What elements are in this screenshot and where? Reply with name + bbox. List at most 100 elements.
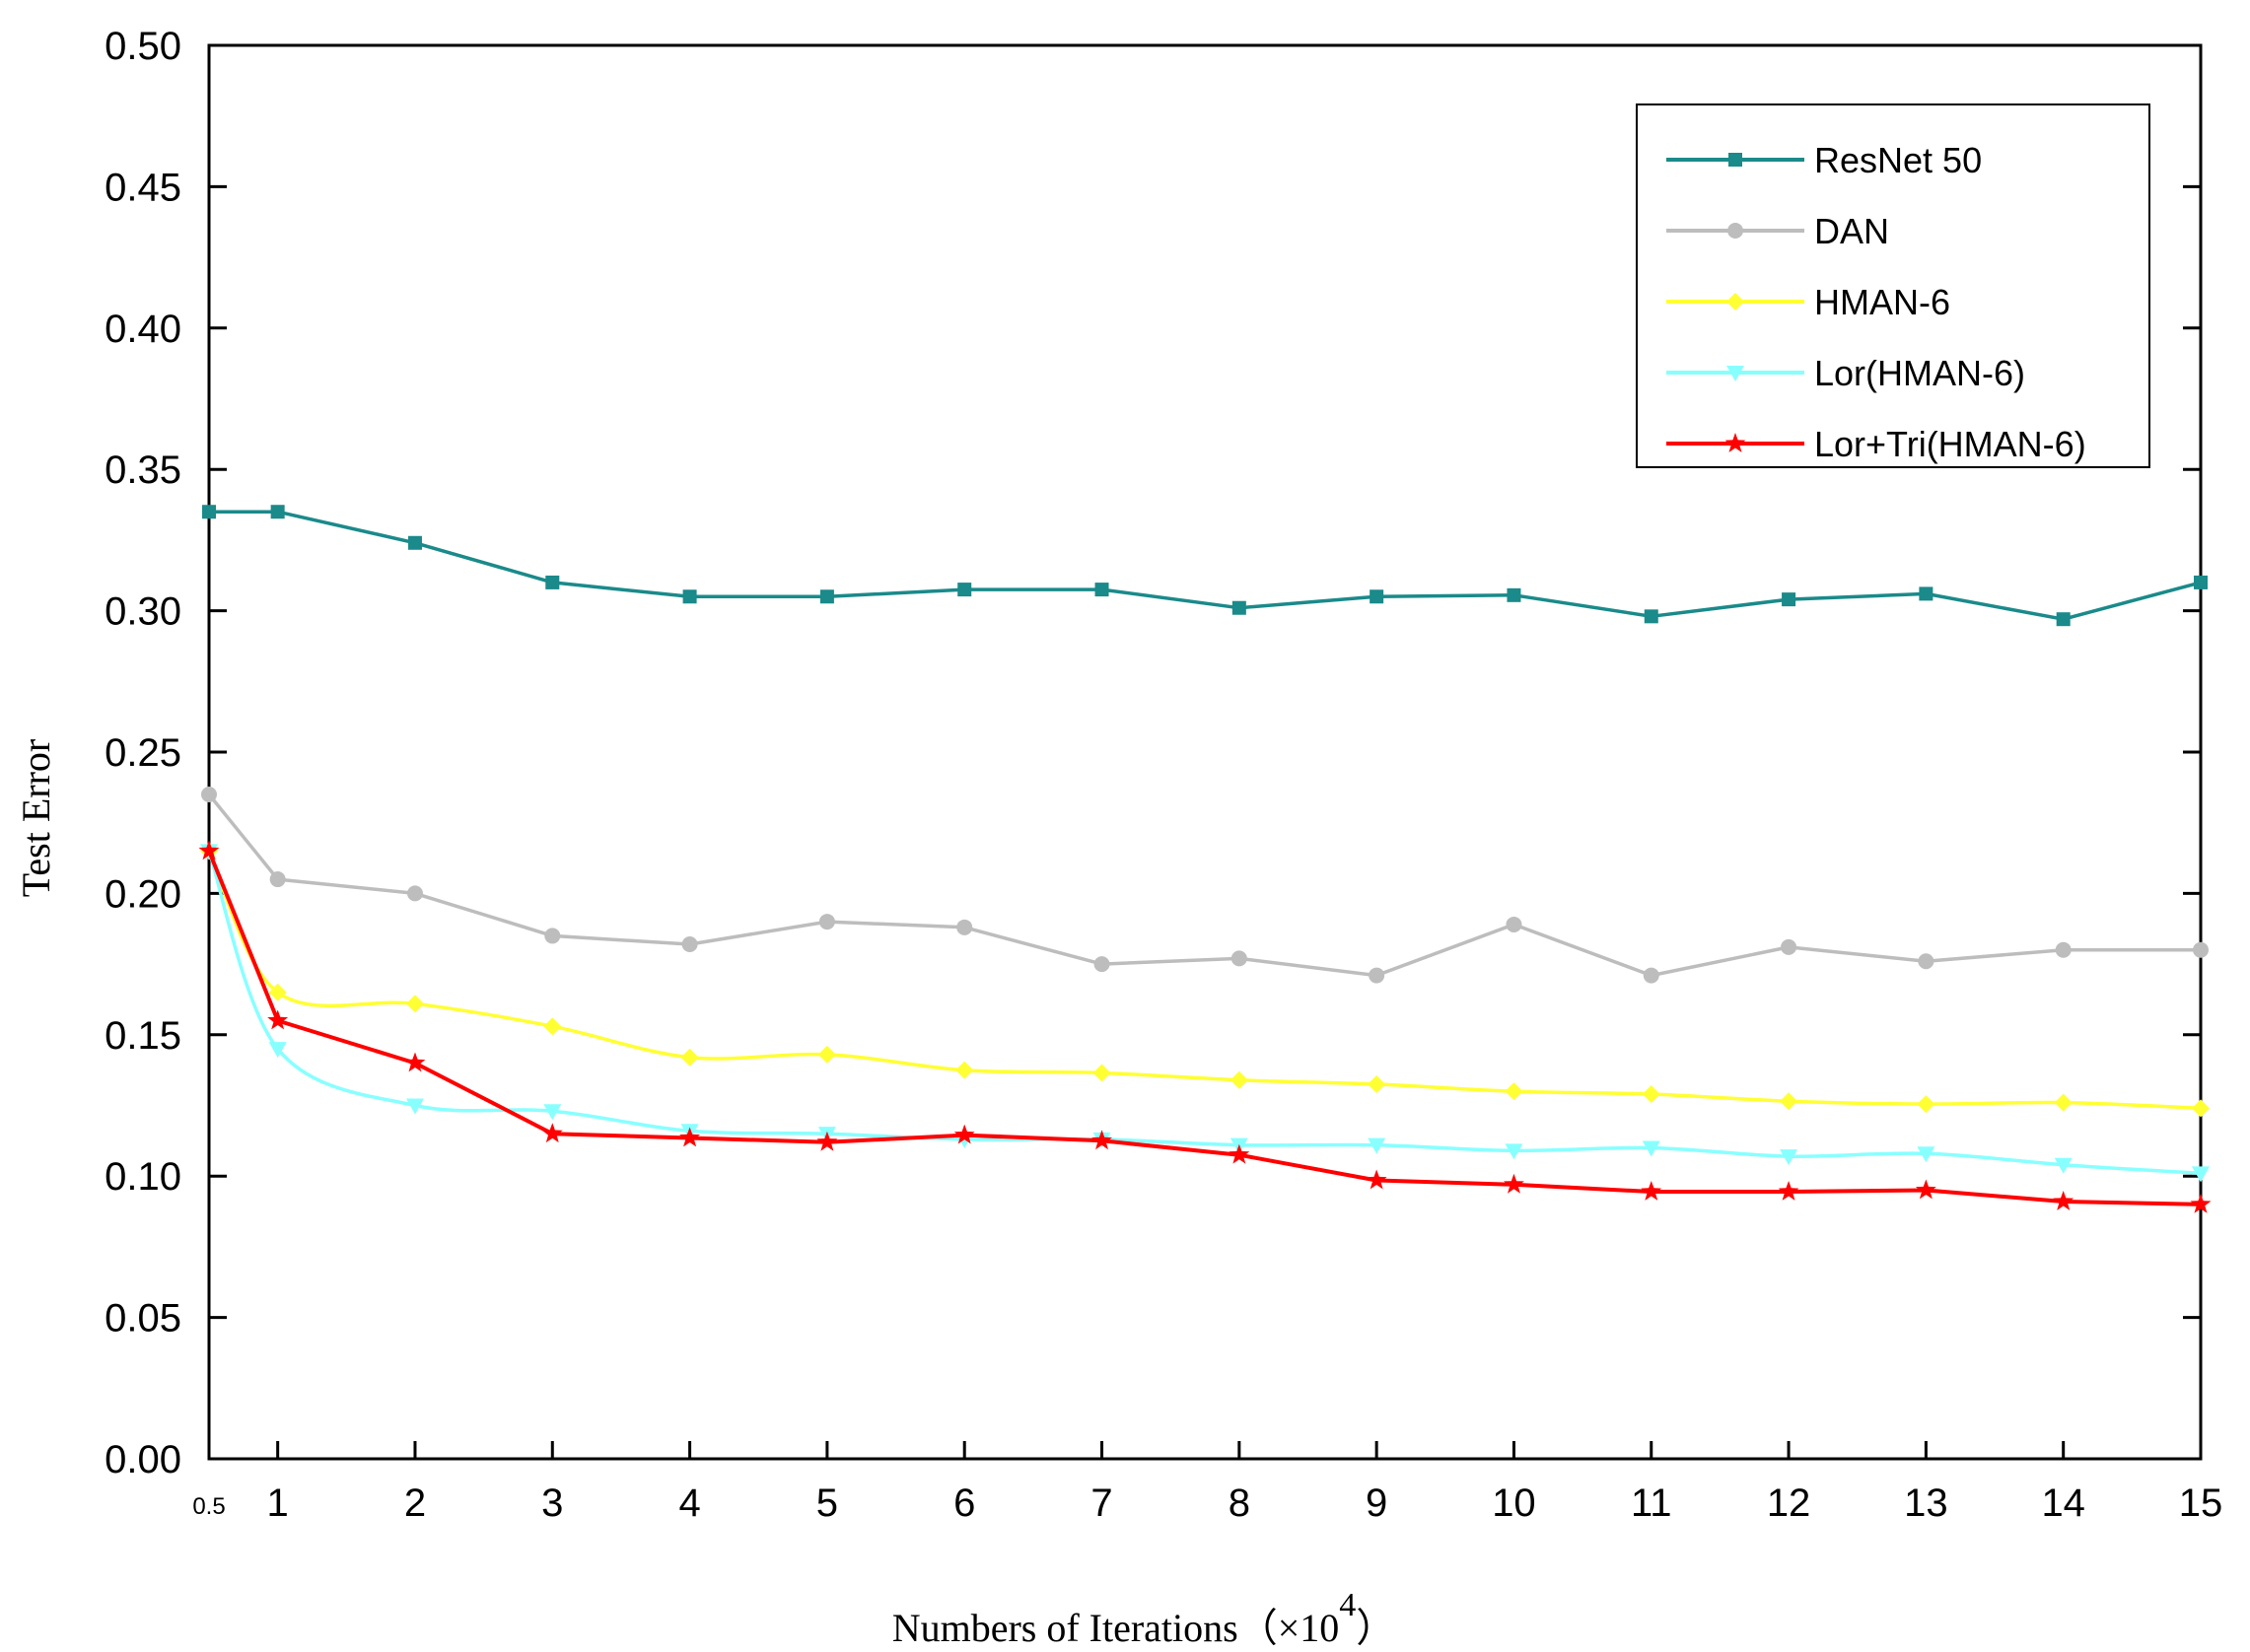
y-tick-label: 0.15 — [105, 1014, 181, 1058]
data-point-lor-tri-hman-6 — [404, 1052, 426, 1072]
x-axis-title-exponent: 4 — [1339, 1587, 1356, 1623]
data-point-hman-6 — [1368, 1074, 1386, 1093]
legend-label: DAN — [1814, 211, 1889, 251]
data-point-resnet-50 — [1370, 589, 1384, 604]
data-point-lor-tri-hman-6 — [2053, 1191, 2074, 1210]
series-lor-hman-6 — [200, 844, 2210, 1183]
data-point-lor-hman-6 — [543, 1104, 562, 1121]
data-point-resnet-50 — [545, 575, 560, 589]
data-point-lor-tri-hman-6 — [1366, 1169, 1387, 1190]
y-tick-label: 0.30 — [105, 590, 181, 634]
data-point-dan — [1918, 953, 1934, 970]
legend-item-lor-tri-hman-6: Lor+Tri(HMAN-6) — [1666, 424, 2086, 464]
data-point-hman-6 — [1230, 1070, 1248, 1089]
data-point-hman-6 — [1092, 1064, 1111, 1082]
data-point-lor-tri-hman-6 — [541, 1123, 563, 1143]
data-point-hman-6 — [268, 983, 287, 1001]
x-tick-label: 14 — [2041, 1481, 2085, 1525]
x-axis: 1 2 3 4 5 6 7 8 9 10 11 12 13 14 150.5 — [192, 1441, 2222, 1525]
data-point-lor-tri-hman-6 — [816, 1131, 838, 1151]
data-point-lor-hman-6 — [1368, 1137, 1386, 1154]
data-point-resnet-50 — [1919, 586, 1934, 601]
x-axis-title: Numbers of Iterations（×104） — [892, 1587, 1396, 1650]
series-resnet-50 — [202, 505, 2208, 627]
series-layer — [198, 505, 2212, 1213]
data-point-resnet-50 — [1231, 600, 1246, 615]
data-point-resnet-50 — [270, 505, 285, 519]
data-point-dan — [201, 787, 217, 803]
data-point-lor-tri-hman-6 — [2190, 1193, 2212, 1213]
data-point-dan — [818, 914, 835, 930]
data-point-lor-tri-hman-6 — [1641, 1181, 1662, 1201]
data-point-resnet-50 — [957, 583, 972, 597]
data-point-hman-6 — [1505, 1082, 1523, 1101]
series-line-resnet-50 — [209, 510, 2202, 621]
series-dan — [201, 787, 2209, 984]
y-tick-label: 0.40 — [105, 308, 181, 351]
data-point-resnet-50 — [2056, 612, 2071, 627]
legend-item-lor-hman-6: Lor(HMAN-6) — [1666, 353, 2025, 393]
data-point-hman-6 — [2054, 1093, 2073, 1112]
data-point-hman-6 — [405, 995, 424, 1013]
series-line-hman-6 — [207, 850, 2202, 1111]
data-point-lor-hman-6 — [1780, 1149, 1798, 1166]
data-point-dan — [1781, 938, 1797, 955]
legend-swatch-marker — [1728, 153, 1742, 167]
legend-swatch-marker — [1726, 293, 1744, 310]
data-point-hman-6 — [680, 1048, 699, 1067]
legend-item-resnet-50: ResNet 50 — [1666, 140, 1982, 180]
legend-label: ResNet 50 — [1814, 140, 1982, 180]
data-point-lor-hman-6 — [2192, 1166, 2210, 1183]
data-point-dan — [1230, 950, 1247, 967]
legend-item-hman-6: HMAN-6 — [1666, 282, 1950, 322]
data-point-dan — [1506, 916, 1522, 932]
x-tick-label: 9 — [1366, 1481, 1387, 1525]
data-point-resnet-50 — [1094, 583, 1109, 597]
data-point-lor-tri-hman-6 — [1915, 1179, 1936, 1200]
data-point-lor-hman-6 — [1917, 1146, 1935, 1163]
x-tick-label: 12 — [1767, 1481, 1811, 1525]
data-point-lor-tri-hman-6 — [1504, 1173, 1524, 1194]
data-point-resnet-50 — [202, 505, 216, 519]
data-point-dan — [1369, 967, 1385, 984]
x-tick-label: 7 — [1090, 1481, 1112, 1525]
x-tick-label: 3 — [541, 1481, 563, 1525]
x-tick-label: 5 — [816, 1481, 838, 1525]
x-tick-label: 6 — [953, 1481, 975, 1525]
data-point-dan — [1643, 967, 1659, 984]
data-point-resnet-50 — [819, 589, 834, 604]
legend: ResNet 50 DAN HMAN-6 Lor(HMAN-6) Lor+Tri(HMA… — [1636, 103, 2150, 468]
data-point-hman-6 — [1642, 1085, 1660, 1104]
x-tick-label: 4 — [678, 1481, 700, 1525]
y-axis: 0.00 0.05 0.10 0.15 0.20 0.25 0.30 0.35 0.40 0.45… — [105, 25, 2201, 1481]
data-point-resnet-50 — [1644, 609, 1658, 624]
legend-box — [1636, 103, 2150, 468]
y-tick-label: 0.05 — [105, 1297, 181, 1341]
legend-label: HMAN-6 — [1814, 282, 1950, 322]
x-tick-label: 11 — [1631, 1481, 1672, 1525]
data-point-dan — [2193, 941, 2209, 958]
data-point-lor-hman-6 — [1505, 1143, 1523, 1160]
y-tick-label: 0.25 — [105, 731, 181, 775]
data-point-hman-6 — [2192, 1099, 2210, 1118]
data-point-lor-tri-hman-6 — [1778, 1181, 1799, 1201]
data-point-dan — [1093, 956, 1110, 973]
legend-swatch-marker — [1726, 366, 1744, 381]
data-point-hman-6 — [817, 1045, 836, 1064]
data-point-lor-hman-6 — [1642, 1140, 1660, 1157]
y-tick-label: 0.10 — [105, 1155, 181, 1199]
data-point-dan — [269, 871, 286, 888]
series-lor-tri-hman-6 — [198, 840, 2212, 1213]
x-tick-label: 8 — [1229, 1481, 1250, 1525]
x-tick-label: 1 — [267, 1481, 289, 1525]
legend-swatch-marker — [1727, 223, 1743, 239]
y-tick-label: 0.45 — [105, 166, 181, 209]
legend-swatch-marker — [1724, 433, 1746, 452]
x-tick-label: 2 — [404, 1481, 426, 1525]
data-point-lor-tri-hman-6 — [267, 1009, 289, 1030]
data-point-hman-6 — [543, 1017, 562, 1036]
data-point-lor-hman-6 — [2054, 1157, 2073, 1174]
y-tick-label: 0.50 — [105, 25, 181, 68]
data-point-dan — [406, 885, 423, 902]
series-hman-6 — [200, 842, 2210, 1118]
